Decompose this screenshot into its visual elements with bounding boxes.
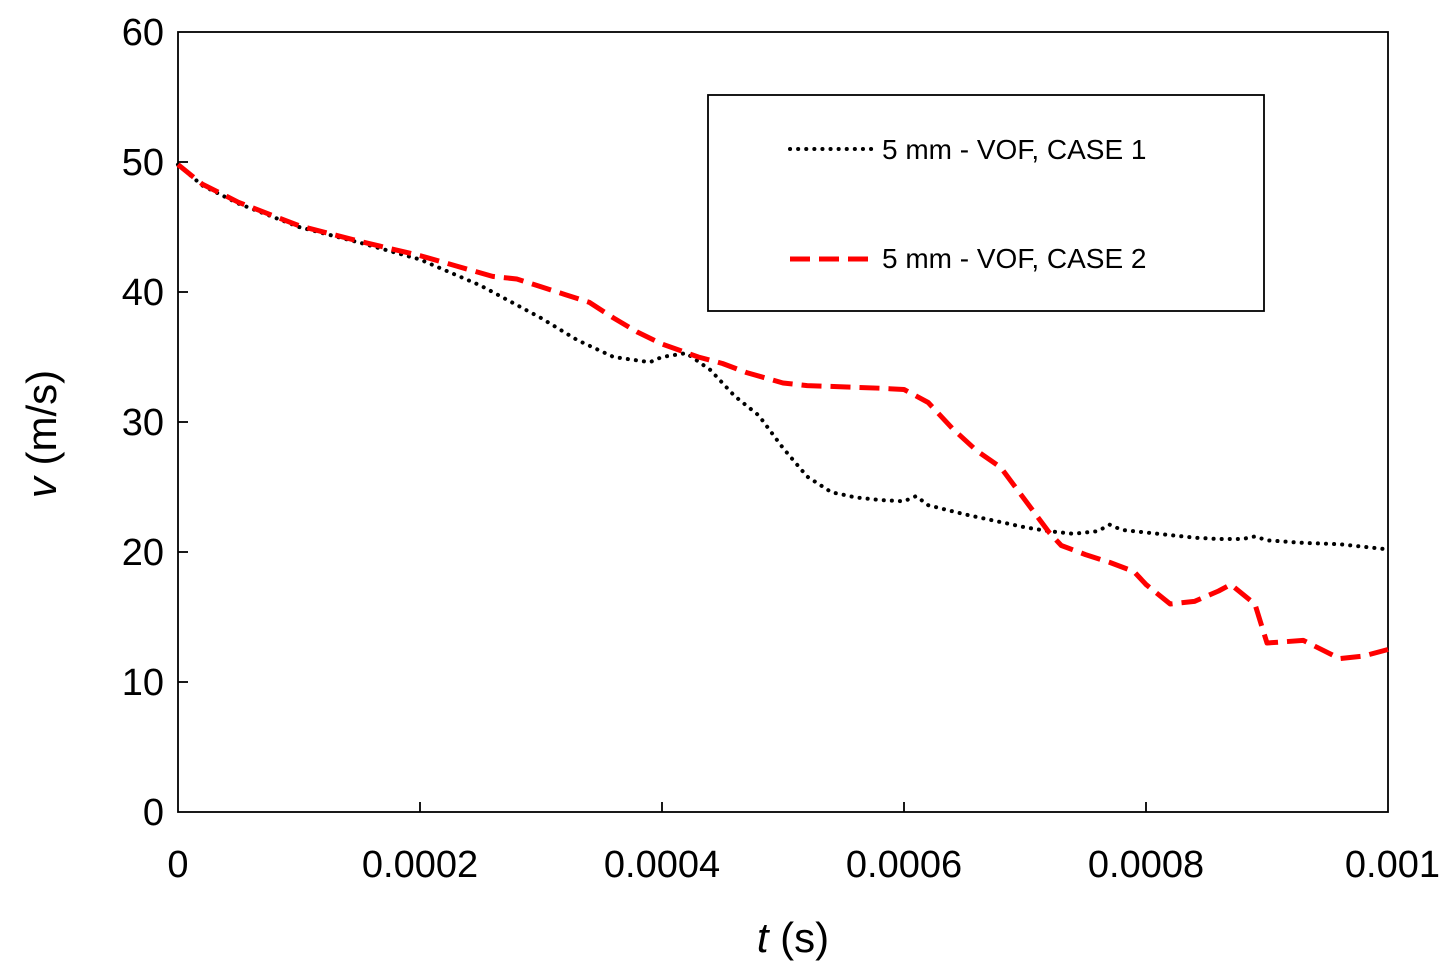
y-axis-title: v (m/s) xyxy=(18,370,65,498)
series-line-case-1 xyxy=(176,162,1390,552)
legend-label-case-1: 5 mm - VOF, CASE 1 xyxy=(882,134,1147,165)
y-tick-label: 30 xyxy=(122,402,164,444)
x-tick-label: 0 xyxy=(167,844,188,886)
y-tick-label: 60 xyxy=(122,12,164,54)
legend-box xyxy=(707,94,1265,312)
y-tick-label: 50 xyxy=(122,142,164,184)
y-tick-label: 0 xyxy=(143,792,164,834)
legend-label-case-2: 5 mm - VOF, CASE 2 xyxy=(882,243,1147,274)
x-tick-label: 0.0002 xyxy=(362,844,478,886)
x-axis: 0 0.0002 0.0004 0.0006 0.0008 0.001 xyxy=(167,802,1440,886)
legend: 5 mm - VOF, CASE 1 5 mm - VOF, CASE 2 xyxy=(707,94,1265,312)
y-axis: 0 10 20 30 40 50 60 xyxy=(122,12,188,834)
series-line-case-2 xyxy=(176,162,1389,662)
series-layer xyxy=(176,162,1390,662)
x-tick-label: 0.001 xyxy=(1345,844,1440,886)
x-tick-label: 0.0008 xyxy=(1088,844,1204,886)
x-axis-title: t (s) xyxy=(757,914,829,961)
y-tick-label: 20 xyxy=(122,532,164,574)
y-tick-label: 10 xyxy=(122,662,164,704)
x-tick-label: 0.0004 xyxy=(604,844,720,886)
y-tick-label: 40 xyxy=(122,272,164,314)
x-tick-label: 0.0006 xyxy=(846,844,962,886)
